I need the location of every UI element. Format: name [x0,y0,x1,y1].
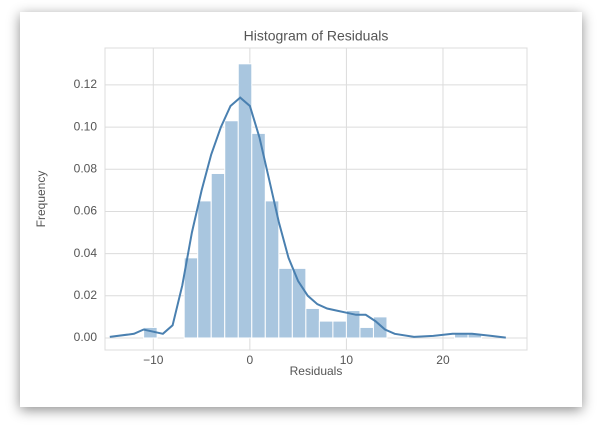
y-tick-label: 0.00 [74,330,98,344]
y-tick-label: 0.06 [74,204,98,218]
bar [210,172,226,339]
plot-frame [104,47,528,351]
kde-line [109,96,506,339]
bar [264,200,280,339]
x-axis-label: Residuals [290,364,343,378]
bar [197,200,212,339]
chart-title: Histogram of Residuals [244,28,389,44]
bar [224,120,239,339]
bar [318,320,334,339]
x-tick-label: 0 [247,353,254,367]
x-tick-label: 20 [436,353,450,367]
bar [332,320,347,339]
bar [345,310,361,339]
bar [291,267,307,339]
x-tick-label: 10 [340,353,354,367]
bar [251,132,266,339]
y-tick-label: 0.10 [74,119,98,133]
y-axis-label: Frequency [34,171,48,228]
y-tick-label: 0.12 [74,77,98,91]
y-tick-label: 0.04 [74,246,98,260]
bar [278,267,293,339]
x-tick-label: −10 [143,353,164,367]
y-tick-label: 0.08 [74,161,98,175]
bar [305,307,320,339]
y-tick-label: 0.02 [74,288,98,302]
bar [359,326,374,339]
bar [183,257,199,339]
